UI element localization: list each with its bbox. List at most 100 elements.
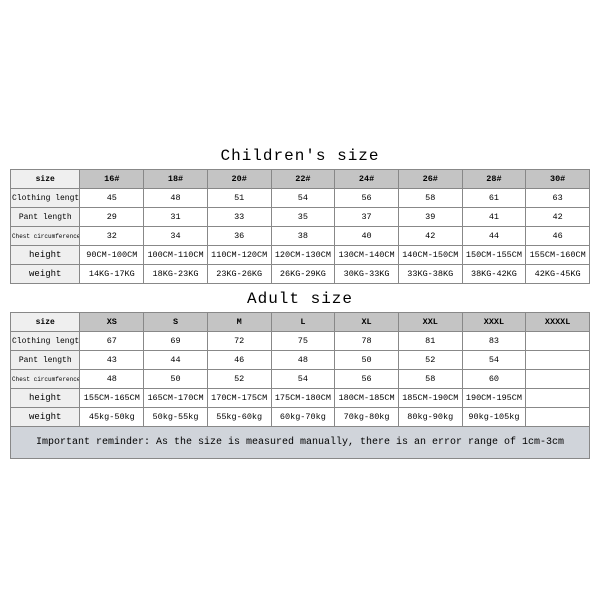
table-row: Clothing length4548515456586163 bbox=[11, 189, 590, 208]
header-cell: 26# bbox=[398, 170, 462, 189]
row-label: height bbox=[11, 389, 80, 408]
data-cell: 26KG-29KG bbox=[271, 265, 335, 284]
data-cell: 55kg-60kg bbox=[207, 408, 271, 427]
header-cell: S bbox=[144, 313, 208, 332]
data-cell: 31 bbox=[144, 208, 208, 227]
header-cell: 16# bbox=[80, 170, 144, 189]
data-cell: 54 bbox=[271, 370, 335, 389]
children-table-body: Clothing length4548515456586163Pant leng… bbox=[11, 189, 590, 284]
data-cell: 44 bbox=[144, 351, 208, 370]
data-cell: 52 bbox=[207, 370, 271, 389]
data-cell bbox=[526, 408, 590, 427]
data-cell: 72 bbox=[207, 332, 271, 351]
data-cell bbox=[526, 370, 590, 389]
header-cell: XXXXL bbox=[526, 313, 590, 332]
header-label: size bbox=[11, 313, 80, 332]
data-cell: 39 bbox=[398, 208, 462, 227]
size-chart-page: Children's size size16#18#20#22#24#26#28… bbox=[0, 0, 600, 600]
data-cell: 60kg-70kg bbox=[271, 408, 335, 427]
footer-note: Important reminder: As the size is measu… bbox=[10, 427, 590, 459]
row-label: Pant length bbox=[11, 351, 80, 370]
data-cell: 38 bbox=[271, 227, 335, 246]
data-cell: 63 bbox=[526, 189, 590, 208]
data-cell: 14KG-17KG bbox=[80, 265, 144, 284]
table-row: Chest circumference 1/248505254565860 bbox=[11, 370, 590, 389]
data-cell: 23KG-26KG bbox=[207, 265, 271, 284]
data-cell: 42KG-45KG bbox=[526, 265, 590, 284]
table-row: Clothing length67697275788183 bbox=[11, 332, 590, 351]
header-label: size bbox=[11, 170, 80, 189]
table-row: weight14KG-17KG18KG-23KG23KG-26KG26KG-29… bbox=[11, 265, 590, 284]
adult-table-head: sizeXSSMLXLXXLXXXLXXXXL bbox=[11, 313, 590, 332]
data-cell: 58 bbox=[398, 189, 462, 208]
data-cell: 30KG-33KG bbox=[335, 265, 399, 284]
children-title: Children's size bbox=[220, 147, 379, 165]
data-cell: 175CM-180CM bbox=[271, 389, 335, 408]
children-table-head: size16#18#20#22#24#26#28#30# bbox=[11, 170, 590, 189]
header-cell: 20# bbox=[207, 170, 271, 189]
data-cell: 78 bbox=[335, 332, 399, 351]
adult-title: Adult size bbox=[247, 290, 353, 308]
data-cell: 70kg-80kg bbox=[335, 408, 399, 427]
table-row: Chest circumference 1/23234363840424446 bbox=[11, 227, 590, 246]
data-cell: 45 bbox=[80, 189, 144, 208]
header-cell: 28# bbox=[462, 170, 526, 189]
data-cell: 83 bbox=[462, 332, 526, 351]
data-cell: 67 bbox=[80, 332, 144, 351]
data-cell: 140CM-150CM bbox=[398, 246, 462, 265]
adult-table-body: Clothing length67697275788183Pant length… bbox=[11, 332, 590, 427]
header-cell: M bbox=[207, 313, 271, 332]
data-cell: 41 bbox=[462, 208, 526, 227]
data-cell: 34 bbox=[144, 227, 208, 246]
header-cell: XXXL bbox=[462, 313, 526, 332]
data-cell: 42 bbox=[398, 227, 462, 246]
data-cell bbox=[526, 332, 590, 351]
table-row: Pant length43444648505254 bbox=[11, 351, 590, 370]
data-cell: 155CM-165CM bbox=[80, 389, 144, 408]
row-label: Clothing length bbox=[11, 189, 80, 208]
data-cell: 43 bbox=[80, 351, 144, 370]
header-cell: XS bbox=[80, 313, 144, 332]
row-label: Chest circumference 1/2 bbox=[11, 370, 80, 389]
data-cell: 180CM-185CM bbox=[335, 389, 399, 408]
data-cell: 190CM-195CM bbox=[462, 389, 526, 408]
data-cell: 48 bbox=[144, 189, 208, 208]
data-cell: 29 bbox=[80, 208, 144, 227]
data-cell: 56 bbox=[335, 370, 399, 389]
data-cell: 18KG-23KG bbox=[144, 265, 208, 284]
data-cell: 81 bbox=[398, 332, 462, 351]
row-label: Clothing length bbox=[11, 332, 80, 351]
data-cell: 42 bbox=[526, 208, 590, 227]
row-label: Pant length bbox=[11, 208, 80, 227]
header-cell: L bbox=[271, 313, 335, 332]
data-cell: 45kg-50kg bbox=[80, 408, 144, 427]
data-cell: 50 bbox=[335, 351, 399, 370]
data-cell: 54 bbox=[271, 189, 335, 208]
header-cell: 30# bbox=[526, 170, 590, 189]
row-label: height bbox=[11, 246, 80, 265]
table-row: Pant length2931333537394142 bbox=[11, 208, 590, 227]
data-cell: 75 bbox=[271, 332, 335, 351]
data-cell: 50 bbox=[144, 370, 208, 389]
table-row: height90CM-100CM100CM-110CM110CM-120CM12… bbox=[11, 246, 590, 265]
data-cell: 130CM-140CM bbox=[335, 246, 399, 265]
data-cell: 80kg-90kg bbox=[398, 408, 462, 427]
data-cell: 46 bbox=[526, 227, 590, 246]
data-cell: 51 bbox=[207, 189, 271, 208]
data-cell: 185CM-190CM bbox=[398, 389, 462, 408]
row-label: Chest circumference 1/2 bbox=[11, 227, 80, 246]
data-cell: 69 bbox=[144, 332, 208, 351]
adult-table: sizeXSSMLXLXXLXXXLXXXXL Clothing length6… bbox=[10, 312, 590, 427]
data-cell: 155CM-160CM bbox=[526, 246, 590, 265]
data-cell: 38KG-42KG bbox=[462, 265, 526, 284]
data-cell: 61 bbox=[462, 189, 526, 208]
data-cell: 50kg-55kg bbox=[144, 408, 208, 427]
data-cell: 37 bbox=[335, 208, 399, 227]
table-row: weight45kg-50kg50kg-55kg55kg-60kg60kg-70… bbox=[11, 408, 590, 427]
table-row: height155CM-165CM165CM-170CM170CM-175CM1… bbox=[11, 389, 590, 408]
data-cell: 46 bbox=[207, 351, 271, 370]
data-cell: 170CM-175CM bbox=[207, 389, 271, 408]
data-cell: 36 bbox=[207, 227, 271, 246]
data-cell: 35 bbox=[271, 208, 335, 227]
data-cell bbox=[526, 389, 590, 408]
